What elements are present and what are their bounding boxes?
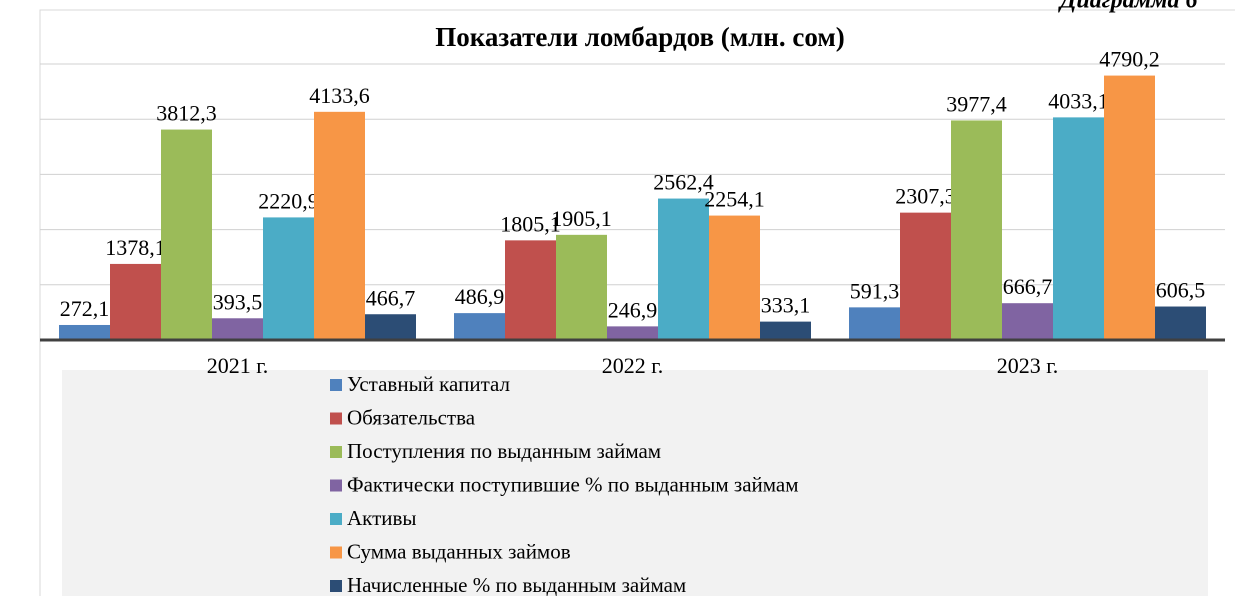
data-label: 606,5 bbox=[1156, 278, 1206, 303]
bar bbox=[505, 240, 556, 340]
data-label: 4133,6 bbox=[309, 83, 370, 108]
data-label: 393,5 bbox=[213, 289, 263, 314]
legend-label: Начисленные % по выданным займам bbox=[347, 573, 686, 596]
bar bbox=[709, 215, 760, 340]
data-label: 1905,1 bbox=[551, 206, 612, 231]
legend-label: Обязательства bbox=[347, 405, 476, 429]
data-label: 1378,1 bbox=[105, 235, 166, 260]
bar bbox=[161, 129, 212, 340]
legend-swatch bbox=[330, 546, 342, 559]
bar bbox=[760, 321, 811, 340]
data-label: 466,7 bbox=[366, 285, 416, 310]
legend-label: Поступления по выданным займам bbox=[347, 439, 661, 463]
legend-label: Активы bbox=[347, 506, 417, 530]
data-label: 246,9 bbox=[608, 297, 658, 322]
bar bbox=[454, 313, 505, 340]
legend-label: Фактически поступившие % по выданным зай… bbox=[347, 472, 799, 496]
bar bbox=[849, 307, 900, 340]
bar bbox=[110, 263, 161, 340]
data-label: 2307,3 bbox=[895, 184, 956, 209]
legend-swatch bbox=[330, 446, 342, 458]
bar bbox=[658, 198, 709, 340]
x-tick-label: 2021 г. bbox=[207, 353, 269, 378]
bar bbox=[263, 217, 314, 340]
legend-box bbox=[62, 370, 1208, 596]
bar bbox=[314, 111, 365, 340]
bar bbox=[951, 120, 1002, 341]
data-label: 486,9 bbox=[455, 284, 505, 309]
legend-swatch bbox=[330, 479, 342, 492]
data-label: 4790,2 bbox=[1099, 47, 1160, 72]
bar bbox=[365, 314, 416, 340]
data-label: 1805,1 bbox=[500, 211, 561, 236]
legend-swatch bbox=[330, 580, 342, 592]
legend-label: Уставный капитал bbox=[347, 372, 510, 396]
data-label: 272,1 bbox=[60, 296, 110, 321]
data-label: 2254,1 bbox=[704, 187, 765, 212]
annotation: Диаграмма 6 bbox=[1058, 0, 1197, 14]
data-label: 2220,9 bbox=[258, 188, 319, 213]
bar bbox=[900, 212, 951, 340]
bar bbox=[1155, 306, 1206, 340]
legend-swatch bbox=[330, 412, 342, 425]
data-label: 3977,4 bbox=[946, 91, 1007, 116]
data-label: 3812,3 bbox=[156, 101, 217, 126]
bar bbox=[212, 318, 263, 340]
data-label: 4033,1 bbox=[1048, 88, 1109, 113]
legend-label: Сумма выданных займов bbox=[347, 539, 571, 563]
data-label: 333,1 bbox=[761, 293, 811, 318]
bar bbox=[1104, 75, 1155, 340]
bar bbox=[607, 326, 658, 340]
legend-swatch bbox=[330, 379, 342, 391]
legend-swatch bbox=[330, 513, 342, 525]
chart-title: Показатели ломбардов (млн. сом) bbox=[435, 22, 844, 52]
x-tick-label: 2023 г. bbox=[997, 353, 1059, 378]
x-tick-label: 2022 г. bbox=[602, 353, 664, 378]
bar bbox=[556, 234, 607, 340]
data-label: 591,3 bbox=[850, 278, 900, 303]
data-label: 2562,4 bbox=[653, 170, 714, 195]
data-label: 666,7 bbox=[1003, 274, 1053, 299]
bar bbox=[1002, 303, 1053, 340]
bar bbox=[59, 324, 110, 340]
bar bbox=[1053, 117, 1104, 340]
